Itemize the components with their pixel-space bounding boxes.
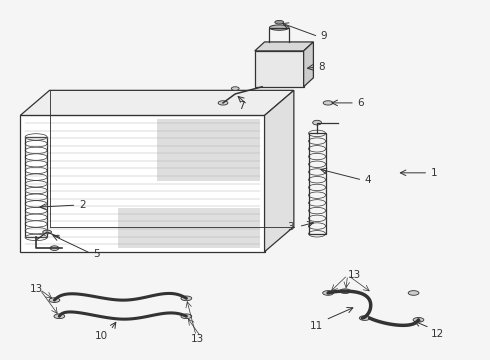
Polygon shape [118,208,260,248]
Ellipse shape [54,314,65,319]
Text: 5: 5 [94,248,100,258]
Text: 2: 2 [79,200,85,210]
Text: 3: 3 [287,222,294,231]
Polygon shape [20,116,265,252]
Ellipse shape [270,25,289,30]
Ellipse shape [231,87,239,90]
Ellipse shape [218,101,228,105]
Ellipse shape [359,316,370,320]
Text: 4: 4 [365,175,371,185]
Ellipse shape [313,120,321,125]
Text: 13: 13 [347,270,361,280]
Text: 9: 9 [321,31,327,41]
Ellipse shape [408,291,419,295]
Ellipse shape [340,289,350,293]
Polygon shape [255,42,314,51]
Text: 12: 12 [431,329,444,339]
Polygon shape [265,90,294,252]
Ellipse shape [275,21,284,24]
Ellipse shape [50,246,59,251]
Ellipse shape [413,318,424,322]
Text: 6: 6 [357,98,364,108]
Text: 1: 1 [431,168,437,178]
Ellipse shape [323,291,333,295]
Text: 7: 7 [238,102,245,112]
Polygon shape [255,51,304,87]
Ellipse shape [181,314,192,319]
Ellipse shape [323,101,333,105]
Text: 8: 8 [318,62,325,72]
Text: 11: 11 [310,321,323,331]
Polygon shape [157,119,260,181]
Polygon shape [20,90,294,116]
Text: 13: 13 [30,284,43,294]
Ellipse shape [181,296,192,301]
Text: 10: 10 [95,331,108,341]
Ellipse shape [43,230,51,234]
Polygon shape [304,42,314,87]
Ellipse shape [49,298,60,302]
Text: 13: 13 [191,333,204,343]
